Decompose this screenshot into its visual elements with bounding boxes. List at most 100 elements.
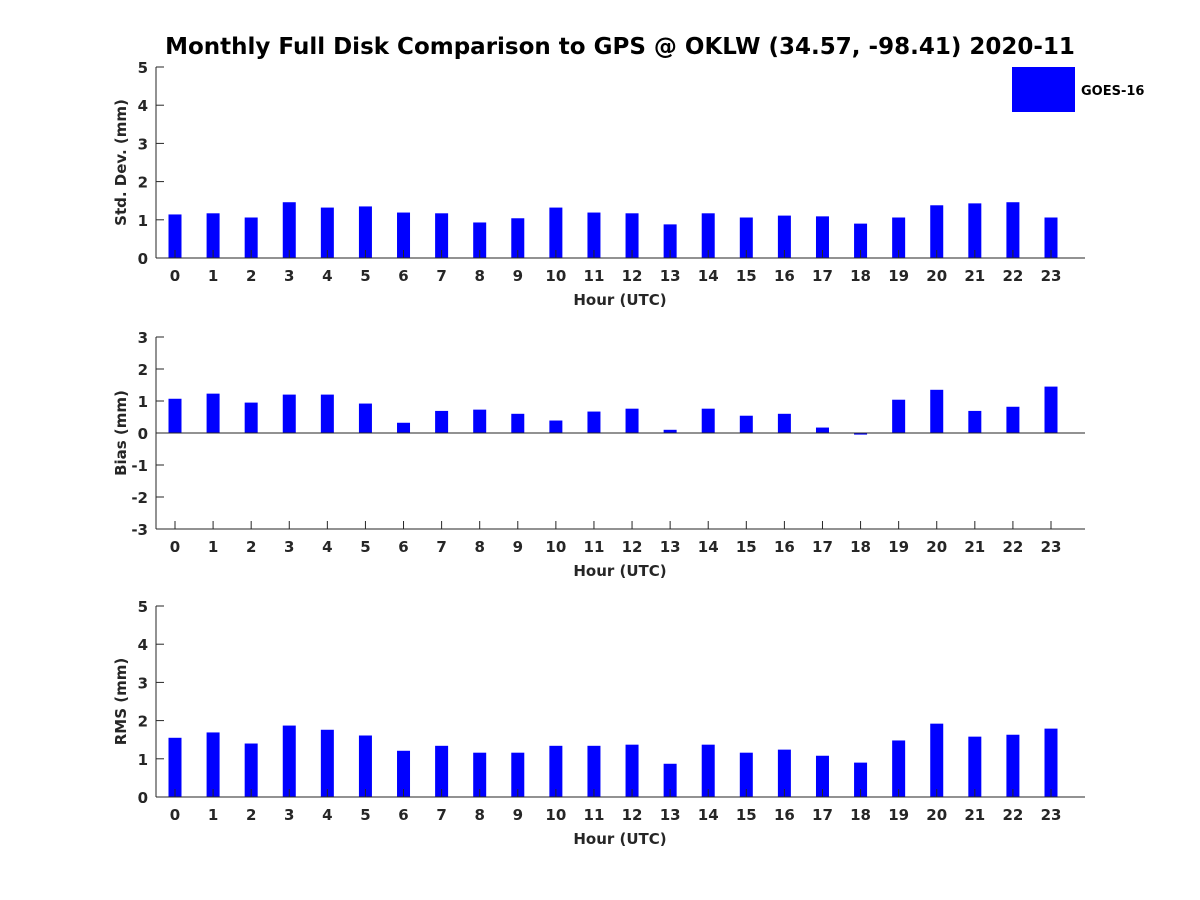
bar-hour-19 [892, 740, 906, 797]
bar-hour-5 [358, 403, 372, 433]
x-tick-label: 22 [1002, 538, 1023, 556]
bar-hour-21 [968, 410, 982, 433]
y-tick-label: 3 [138, 329, 148, 347]
x-tick-label: 6 [398, 267, 408, 285]
x-axis-label: Hour (UTC) [573, 291, 666, 309]
x-tick-label: 2 [246, 267, 256, 285]
x-tick-label: 8 [474, 806, 484, 824]
x-tick-label: 14 [698, 267, 719, 285]
x-tick-label: 18 [850, 806, 871, 824]
bar-hour-14 [701, 213, 715, 258]
x-tick-label: 1 [208, 806, 218, 824]
bar-hour-9 [511, 218, 525, 258]
bar-hour-16 [777, 413, 791, 433]
x-tick-label: 21 [964, 267, 985, 285]
chart-title: Monthly Full Disk Comparison to GPS @ OK… [165, 34, 1075, 60]
x-tick-label: 13 [660, 267, 681, 285]
bar-hour-7 [435, 410, 449, 433]
x-tick-label: 21 [964, 538, 985, 556]
x-tick-label: 16 [774, 806, 795, 824]
x-tick-label: 11 [584, 267, 605, 285]
x-tick-label: 0 [170, 267, 180, 285]
y-tick-label: -1 [131, 457, 148, 475]
bar-hour-22 [1006, 734, 1020, 797]
bar-hour-5 [358, 735, 372, 797]
x-tick-label: 5 [360, 538, 370, 556]
bar-hour-12 [625, 408, 639, 433]
x-tick-label: 6 [398, 806, 408, 824]
x-axis-label: Hour (UTC) [573, 562, 666, 580]
y-tick-label: 5 [138, 598, 148, 616]
bar-hour-22 [1006, 202, 1020, 258]
y-tick-label: 0 [138, 250, 148, 268]
x-tick-label: 15 [736, 538, 757, 556]
y-axis-label: Bias (mm) [112, 390, 130, 476]
y-tick-label: 1 [138, 212, 148, 230]
bar-hour-7 [435, 213, 449, 258]
x-tick-label: 3 [284, 806, 294, 824]
x-tick-label: 16 [774, 267, 795, 285]
y-tick-label: 3 [138, 674, 148, 692]
x-tick-label: 13 [660, 806, 681, 824]
x-tick-label: 1 [208, 538, 218, 556]
x-axis-label: Hour (UTC) [573, 830, 666, 848]
x-tick-label: 8 [474, 538, 484, 556]
x-tick-label: 10 [545, 538, 566, 556]
y-tick-label: -2 [131, 489, 148, 507]
bar-hour-18 [854, 223, 868, 258]
bar-hour-6 [397, 212, 411, 258]
x-tick-label: 7 [436, 538, 446, 556]
bar-hour-16 [777, 215, 791, 258]
bar-hour-11 [587, 411, 601, 433]
x-tick-label: 20 [926, 267, 947, 285]
bar-hour-17 [815, 755, 829, 797]
x-tick-label: 5 [360, 806, 370, 824]
bar-hour-2 [244, 402, 258, 433]
legend: GOES-16 [1012, 67, 1144, 112]
bar-hour-23 [1044, 728, 1058, 797]
y-tick-label: 5 [138, 59, 148, 77]
x-tick-label: 20 [926, 538, 947, 556]
x-tick-label: 15 [736, 267, 757, 285]
x-tick-label: 4 [322, 267, 332, 285]
bar-hour-22 [1006, 406, 1020, 433]
x-tick-label: 16 [774, 538, 795, 556]
bar-hour-4 [320, 394, 334, 433]
y-tick-label: 2 [138, 361, 148, 379]
y-tick-label: 4 [138, 97, 148, 115]
x-tick-label: 18 [850, 538, 871, 556]
bar-hour-9 [511, 413, 525, 433]
x-tick-label: 22 [1002, 267, 1023, 285]
bar-hour-15 [739, 415, 753, 433]
bar-hour-4 [320, 207, 334, 258]
x-tick-label: 15 [736, 806, 757, 824]
bar-hour-0 [168, 737, 182, 797]
x-tick-label: 14 [698, 538, 719, 556]
x-tick-label: 9 [513, 267, 523, 285]
x-tick-label: 19 [888, 806, 909, 824]
x-tick-label: 7 [436, 267, 446, 285]
bar-hour-13 [663, 429, 677, 433]
bar-hour-15 [739, 752, 753, 797]
x-tick-label: 11 [584, 538, 605, 556]
x-tick-label: 4 [322, 538, 332, 556]
x-tick-label: 4 [322, 806, 332, 824]
bar-hour-19 [892, 217, 906, 258]
bar-hour-3 [282, 394, 296, 433]
bar-hour-1 [206, 732, 220, 797]
x-tick-label: 12 [622, 538, 643, 556]
x-tick-label: 13 [660, 538, 681, 556]
x-tick-label: 1 [208, 267, 218, 285]
x-tick-label: 11 [584, 806, 605, 824]
legend-swatch [1012, 67, 1075, 112]
bar-hour-1 [206, 213, 220, 258]
bar-hour-15 [739, 217, 753, 258]
bar-hour-20 [930, 723, 944, 797]
x-tick-label: 23 [1041, 538, 1062, 556]
x-tick-label: 19 [888, 267, 909, 285]
y-tick-label: -3 [131, 521, 148, 539]
bar-hour-3 [282, 725, 296, 797]
x-tick-label: 0 [170, 538, 180, 556]
